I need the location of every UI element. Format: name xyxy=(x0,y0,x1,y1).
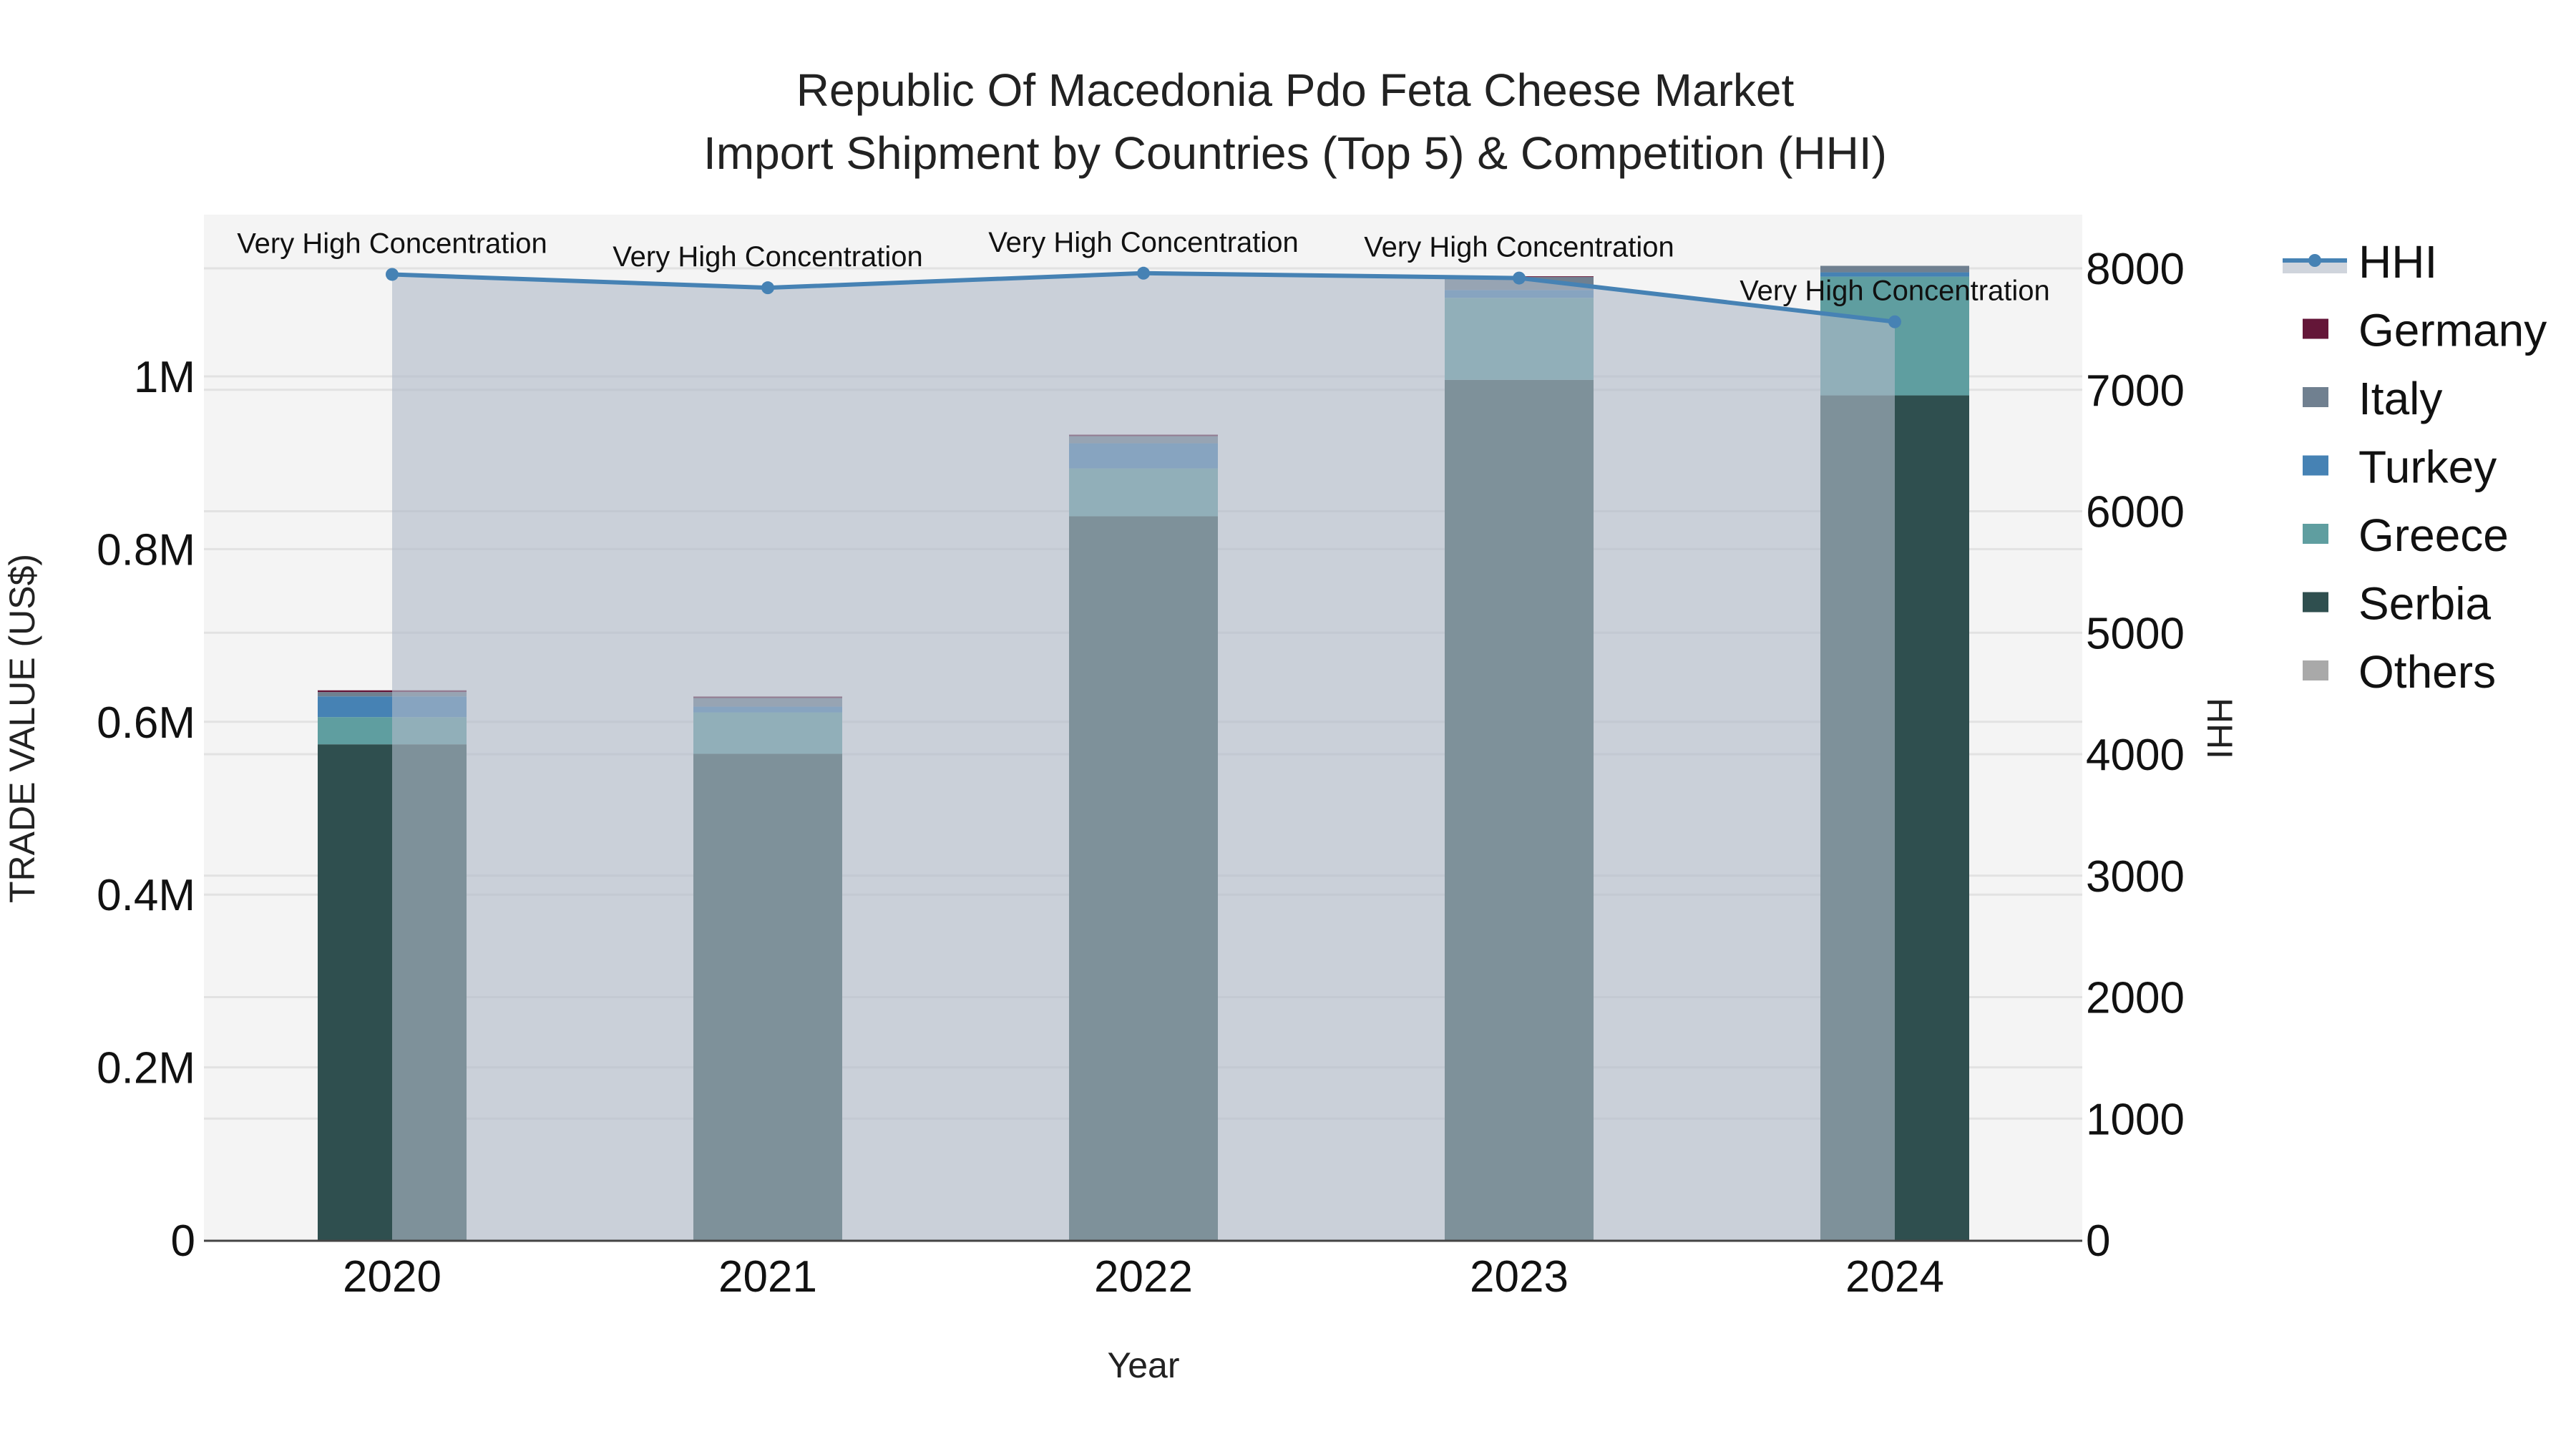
hhi-marker[interactable] xyxy=(1137,266,1150,280)
x-tick-label: 2023 xyxy=(1470,1252,1568,1302)
hhi-marker[interactable] xyxy=(1513,271,1526,285)
y-right-tick-label: 6000 xyxy=(2086,488,2185,537)
x-axis-ticks: 2020 2021 2022 2023 2024 xyxy=(343,1252,1944,1302)
x-tick-label: 2021 xyxy=(718,1252,817,1302)
legend-swatch-icon xyxy=(2303,387,2328,407)
legend-label: HHI xyxy=(2358,236,2437,288)
legend-swatch-icon xyxy=(2303,524,2328,544)
x-tick-label: 2020 xyxy=(343,1252,441,1302)
y-right-tick-label: 3000 xyxy=(2086,852,2185,902)
y-right-tick-label: 7000 xyxy=(2086,366,2185,416)
legend-swatch-icon xyxy=(2303,592,2328,613)
hhi-marker[interactable] xyxy=(1888,315,1901,328)
legend-swatch-icon xyxy=(2303,660,2328,680)
y-right-tick-label: 5000 xyxy=(2086,609,2185,658)
legend-label: Germany xyxy=(2358,305,2547,356)
y-right-tick-label: 8000 xyxy=(2086,245,2185,294)
legend: HHI Germany Italy Turkey Greece Serbia Others xyxy=(2283,236,2547,698)
y-left-tick-label: 1M xyxy=(134,353,195,402)
hhi-annotation: Very High Concentration xyxy=(988,227,1299,258)
x-axis-title: Year xyxy=(1107,1345,1179,1385)
legend-item-others[interactable]: Others xyxy=(2303,646,2496,698)
y-left-axis-title: TRADE VALUE (US$) xyxy=(2,554,42,903)
y-right-tick-label: 0 xyxy=(2086,1216,2110,1266)
legend-label: Serbia xyxy=(2358,578,2491,630)
hhi-marker[interactable] xyxy=(761,281,774,295)
y-left-tick-label: 0.4M xyxy=(97,871,195,920)
hhi-annotation: Very High Concentration xyxy=(1364,232,1674,263)
y-right-tick-label: 4000 xyxy=(2086,731,2185,780)
x-tick-label: 2024 xyxy=(1845,1252,1944,1302)
hhi-marker[interactable] xyxy=(386,268,399,281)
legend-swatch-icon xyxy=(2303,318,2328,339)
hhi-area xyxy=(392,273,1895,1240)
hhi-line[interactable] xyxy=(386,266,1901,328)
bar-segment-turkey[interactable] xyxy=(1820,272,1969,277)
hhi-annotation: Very High Concentration xyxy=(1740,275,2050,307)
legend-item-greece[interactable]: Greece xyxy=(2303,509,2509,561)
hhi-annotation: Very High Concentration xyxy=(237,228,547,259)
y-left-tick-label: 0.6M xyxy=(97,698,195,748)
legend-item-hhi[interactable]: HHI xyxy=(2283,236,2437,288)
hhi-legend-marker-icon xyxy=(2308,254,2321,267)
legend-item-italy[interactable]: Italy xyxy=(2303,373,2442,424)
legend-item-germany[interactable]: Germany xyxy=(2303,305,2547,356)
chart-title-line2: Import Shipment by Countries (Top 5) & C… xyxy=(703,127,1887,179)
y-right-axis-title: HHI xyxy=(2200,698,2240,759)
hhi-annotation: Very High Concentration xyxy=(613,241,923,273)
legend-swatch-icon xyxy=(2303,455,2328,476)
bar-segment-italy[interactable] xyxy=(1820,265,1969,273)
y-left-axis-ticks: 0 0.2M 0.4M 0.6M 0.8M 1M xyxy=(97,353,195,1266)
y-right-tick-label: 1000 xyxy=(2086,1095,2185,1144)
y-right-tick-label: 2000 xyxy=(2086,974,2185,1023)
y-left-tick-label: 0.8M xyxy=(97,525,195,575)
y-right-axis-ticks: 0 1000 2000 3000 4000 5000 6000 7000 8000 xyxy=(2086,245,2185,1266)
legend-item-turkey[interactable]: Turkey xyxy=(2303,441,2497,493)
legend-label: Greece xyxy=(2358,509,2509,561)
y-left-tick-label: 0.2M xyxy=(97,1044,195,1093)
legend-label: Turkey xyxy=(2358,441,2497,493)
legend-label: Others xyxy=(2358,646,2496,698)
x-tick-label: 2022 xyxy=(1094,1252,1193,1302)
legend-label: Italy xyxy=(2358,373,2442,424)
hhi-annotations: Very High Concentration Very High Concent… xyxy=(237,227,2050,307)
hhi-legend-fill-icon xyxy=(2283,262,2347,273)
chart-title-line1: Republic Of Macedonia Pdo Feta Cheese Ma… xyxy=(796,64,1795,116)
y-left-tick-label: 0 xyxy=(171,1216,195,1266)
legend-item-serbia[interactable]: Serbia xyxy=(2303,578,2491,630)
